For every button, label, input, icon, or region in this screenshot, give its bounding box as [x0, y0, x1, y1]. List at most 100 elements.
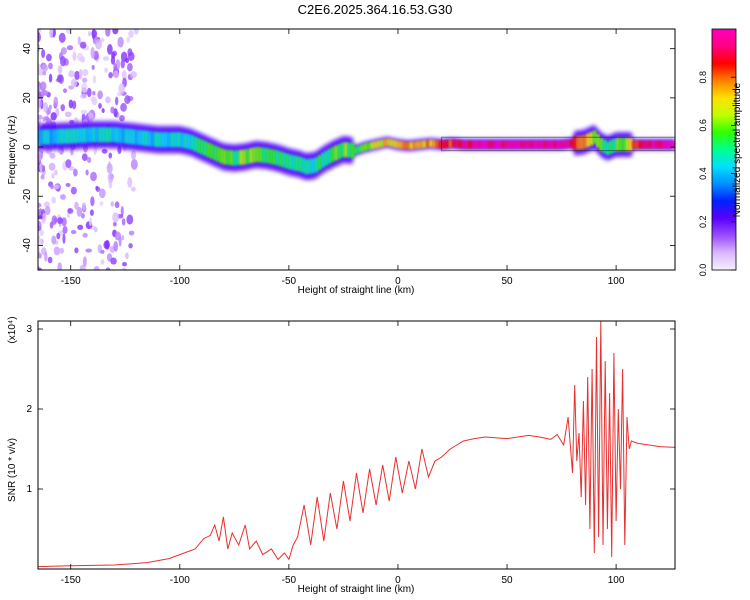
ridge-cell [569, 139, 574, 148]
noise-blob [60, 104, 66, 112]
ridge-cell [425, 140, 430, 148]
ridge-cell [517, 140, 522, 149]
colorbar-ticks: 0.0 0.2 0.4 0.6 0.8 [698, 71, 736, 276]
ridge-cell [52, 129, 57, 145]
spectrogram-y-axis: -40 -20 0 20 40 [22, 43, 675, 253]
ridge-cell [435, 140, 440, 148]
noise-blob [120, 205, 124, 217]
ridge-cell [533, 140, 538, 149]
noise-blob [127, 63, 133, 72]
spectrogram-panel: -150 -100 -50 0 50 100 -40 -20 0 20 40 Height of … [7, 28, 676, 296]
ridge-cell [111, 127, 116, 143]
x-tick-label: -100 [170, 276, 190, 287]
noise-blob [48, 104, 52, 110]
ridge-cell [619, 137, 623, 152]
noise-blob [119, 115, 125, 122]
x-tick-label: 100 [608, 575, 625, 586]
noise-blob [78, 68, 83, 80]
ridge-cell [491, 140, 496, 149]
ridge-cell [537, 140, 541, 149]
ridge-cell [566, 140, 571, 148]
noise-blob [121, 70, 127, 81]
noise-blob [48, 73, 53, 83]
ridge-cell [625, 137, 630, 152]
noise-blob [90, 171, 97, 182]
ridge-cell [668, 140, 672, 149]
ridge-cell [360, 144, 365, 152]
ridge-cell [239, 149, 244, 165]
noise-blob [90, 46, 95, 58]
noise-blob [63, 88, 68, 93]
ridge-cell [363, 143, 368, 151]
noise-blob [59, 247, 65, 254]
noise-blob [70, 230, 77, 235]
ridge-cell [318, 154, 322, 170]
noise-blob [74, 70, 80, 81]
noise-blob [60, 47, 67, 55]
ridge-cell [308, 158, 312, 174]
noise-blob [48, 162, 56, 171]
ridge-cell [609, 140, 613, 154]
ridge-cell [242, 149, 247, 165]
ridge-cell [337, 144, 342, 159]
noise-blob [80, 213, 85, 219]
noise-blob [68, 99, 74, 109]
ridge-cell [370, 141, 374, 150]
noise-blob [100, 259, 105, 265]
noise-blob [49, 221, 54, 229]
ridge-cell [497, 140, 502, 149]
noise-blob [101, 108, 105, 114]
noise-blob [73, 168, 78, 177]
noise-blob [126, 214, 134, 225]
snr-plot-area [38, 321, 675, 569]
ridge-cell [183, 133, 188, 149]
noise-blob [47, 108, 51, 115]
ridge-cell [124, 128, 129, 144]
noise-blob [56, 74, 63, 83]
noise-blob [38, 202, 42, 208]
noise-blob [38, 162, 41, 170]
noise-blob [108, 72, 113, 79]
ridge-cell [354, 146, 358, 155]
noise-blob [39, 161, 43, 173]
ridge-cell [504, 140, 509, 149]
noise-blob [81, 82, 88, 94]
noise-blob [65, 159, 72, 168]
ridge-cell [236, 150, 240, 166]
noise-blob [56, 232, 61, 240]
ridge-cell [671, 140, 675, 149]
ridge-cell [98, 127, 103, 143]
ridge-cell [223, 149, 227, 165]
ridge-cell [144, 130, 149, 146]
ridge-cell [583, 134, 587, 149]
colorbar-tick-label: 0.4 [698, 167, 708, 180]
noise-blob [85, 248, 93, 253]
noise-blob [51, 215, 58, 225]
noise-blob [127, 48, 133, 57]
ridge-cell [661, 140, 666, 149]
noise-blob [128, 230, 135, 236]
ridge-cell [602, 139, 607, 154]
ridge-cell [475, 140, 479, 149]
ridge-cell [547, 140, 551, 149]
noise-blob [120, 102, 127, 112]
ridge-cell [403, 141, 407, 150]
ridge-cell [39, 129, 44, 145]
x-tick-label: 50 [501, 575, 513, 586]
ridge-cell [118, 127, 123, 143]
ridge-cell [259, 147, 263, 163]
ridge-cell [190, 135, 194, 151]
spectrogram-frame [37, 28, 676, 271]
noise-blob [92, 91, 96, 96]
ridge-cell [455, 140, 460, 148]
snr-y-label: SNR (10 * v/v) [7, 438, 18, 502]
ridge-cell [478, 140, 482, 149]
noise-blob [100, 249, 105, 254]
ridge-cell [344, 142, 348, 158]
noise-blob [39, 229, 45, 237]
ridge-cell [615, 137, 620, 152]
noise-blob [74, 201, 79, 210]
noise-blob [57, 262, 63, 270]
ridge-cell [655, 140, 659, 149]
noise-blob [110, 257, 117, 265]
